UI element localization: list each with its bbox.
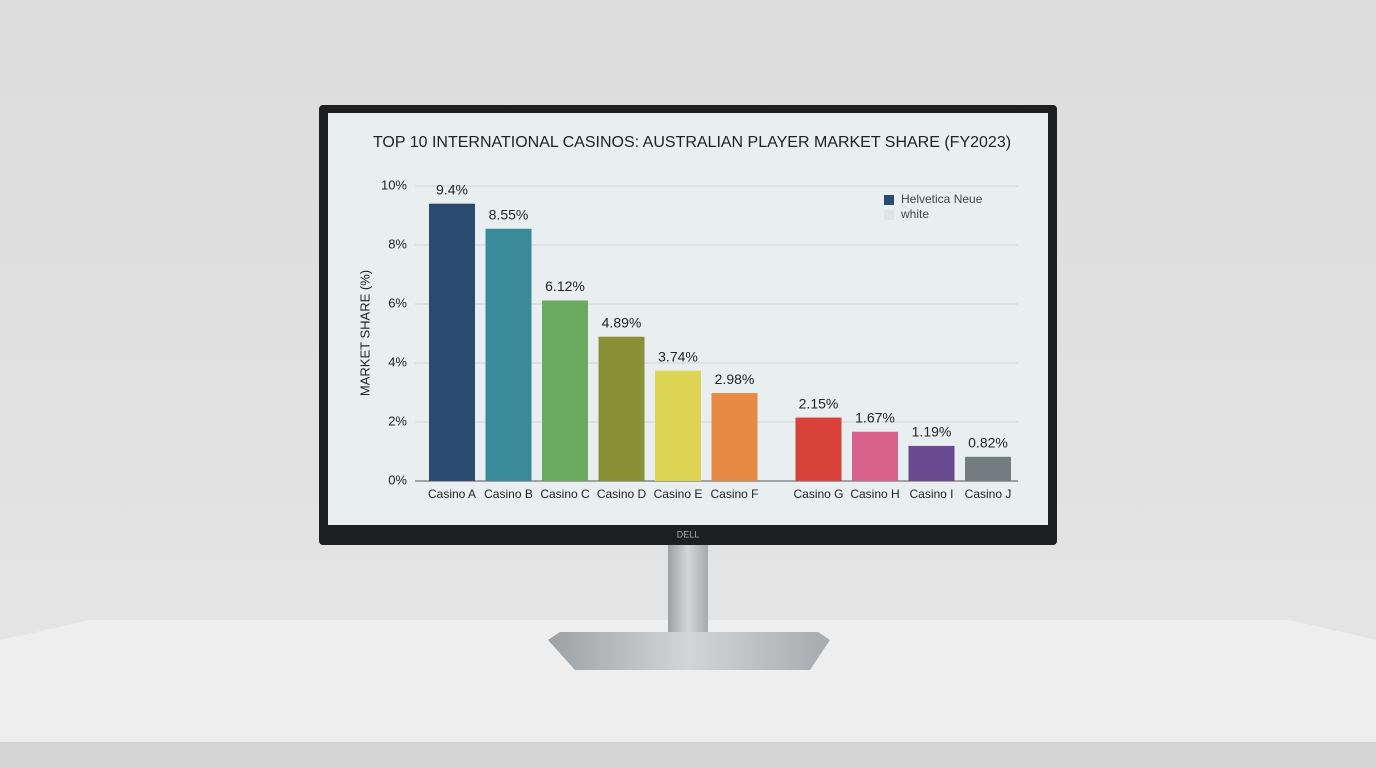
x-tick-label: Casino J [965, 487, 1012, 501]
x-tick-label: Casino B [484, 487, 533, 501]
value-label: 6.12% [545, 278, 585, 294]
value-label: 0.82% [968, 435, 1008, 451]
x-tick-label: Casino G [793, 487, 843, 501]
monitor-neck [668, 540, 708, 640]
bar [429, 203, 475, 481]
x-tick-label: Casino E [654, 487, 703, 501]
chart-title: TOP 10 INTERNATIONAL CASINOS: AUSTRALIAN… [373, 134, 1011, 151]
bar [598, 336, 645, 481]
bar [795, 417, 842, 481]
y-tick-label: 8% [388, 236, 407, 251]
legend-label: Helvetica Neue [901, 192, 983, 206]
monitor-base [548, 632, 830, 670]
legend-label: white [900, 207, 929, 221]
desk [0, 620, 1376, 768]
y-tick-label: 10% [381, 177, 407, 192]
bar [852, 431, 898, 481]
y-axis-label: MARKET SHARE (%) [357, 270, 372, 396]
y-tick-label: 4% [388, 354, 407, 369]
x-tick-label: Casino H [850, 487, 899, 501]
x-tick-label: Casino I [909, 487, 953, 501]
y-tick-label: 2% [388, 413, 407, 428]
x-tick-label: Casino D [597, 487, 647, 501]
value-label: 9.4% [436, 181, 468, 197]
legend-swatch [884, 195, 894, 205]
value-label: 8.55% [489, 206, 529, 222]
y-tick-label: 6% [388, 295, 407, 310]
value-label: 2.15% [799, 395, 839, 411]
bar [965, 456, 1011, 481]
value-label: 1.19% [912, 424, 952, 440]
y-tick-label: 0% [388, 472, 407, 487]
x-tick-label: Casino F [710, 487, 758, 501]
value-label: 3.74% [658, 348, 698, 364]
x-tick-label: Casino A [428, 487, 476, 501]
bar [485, 228, 532, 481]
desk-edge [0, 742, 1376, 768]
brand-logo: DELL [677, 529, 700, 539]
x-tick-label: Casino C [540, 487, 590, 501]
bar [908, 445, 955, 481]
chart: TOP 10 INTERNATIONAL CASINOS: AUSTRALIAN… [357, 134, 1018, 501]
bar [711, 393, 758, 481]
value-label: 1.67% [855, 409, 895, 425]
bar [542, 300, 588, 481]
legend-swatch [884, 210, 894, 220]
value-label: 2.98% [715, 371, 755, 387]
value-label: 4.89% [602, 314, 642, 330]
bar [655, 370, 701, 481]
